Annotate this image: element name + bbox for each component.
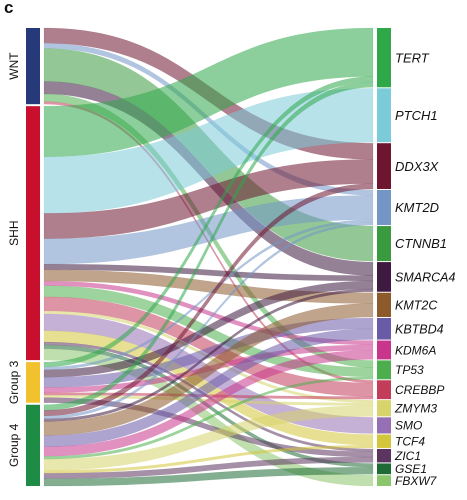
gene-bar-smarca4 (377, 262, 391, 292)
gene-label-kbtbd4: KBTBD4 (395, 322, 444, 336)
gene-bar-ptch1 (377, 88, 391, 143)
gene-label-zmym3: ZMYM3 (394, 402, 437, 416)
group-label-group-3: Group 3 (7, 360, 21, 404)
left-node-shh: SHH (7, 106, 40, 361)
panel-label: c (4, 0, 14, 17)
right-node-kmt2d: KMT2D (377, 190, 439, 226)
flow-group-4-to-kbtbd4 (43, 328, 374, 447)
gene-label-smarca4: SMARCA4 (395, 270, 455, 284)
gene-label-ctnnb1: CTNNB1 (395, 236, 447, 251)
flow-group-3-to-kbtbd4 (43, 317, 374, 388)
flow-group-4-to-gse1 (43, 467, 374, 487)
gene-label-kmt2d: KMT2D (395, 200, 439, 215)
right-node-ddx3x: DDX3X (377, 143, 440, 190)
gene-label-ptch1: PTCH1 (395, 108, 438, 123)
flow-group-4-to-tcf4 (43, 445, 374, 474)
right-node-smo: SMO (377, 417, 422, 434)
flow-group-4-to-tp53 (43, 376, 374, 460)
gene-label-tp53: TP53 (395, 363, 424, 377)
left-bar-group-4 (26, 404, 40, 486)
flow-group-4-to-kmt2d (43, 222, 374, 419)
gene-label-kdm6a: KDM6A (395, 343, 436, 357)
right-node-zmym3: ZMYM3 (377, 400, 437, 417)
gene-bar-fbxw7 (377, 475, 391, 486)
left-bar-group-3 (26, 362, 40, 403)
flow-shh-to-smarca4 (43, 263, 374, 282)
right-node-zic1: ZIC1 (377, 448, 421, 463)
gene-label-gse1: GSE1 (395, 462, 427, 476)
gene-bar-tcf4 (377, 434, 391, 448)
flows-layer (43, 27, 374, 487)
right-node-fbxw7: FBXW7 (377, 474, 438, 488)
right-node-kmt2c: KMT2C (377, 292, 438, 317)
left-nodes: WNT SHH Group 3 Group 4 (7, 28, 40, 486)
flow-group-4-to-ddx3x (43, 183, 374, 417)
gene-label-tcf4: TCF4 (395, 435, 425, 449)
flow-group-4-to-kmt2c (43, 303, 374, 436)
left-node-wnt: WNT (7, 28, 40, 105)
right-node-kbtbd4: KBTBD4 (377, 317, 444, 340)
left-node-group-3: Group 3 (7, 360, 40, 404)
flow-group-4-to-smarca4 (43, 288, 374, 422)
gene-bar-zmym3 (377, 400, 391, 417)
gene-label-zic1: ZIC1 (394, 449, 421, 463)
left-node-group-4: Group 4 (7, 404, 40, 486)
gene-bar-crebbp (377, 380, 391, 400)
flow-group-4-to-zmym3 (43, 405, 374, 471)
right-node-smarca4: SMARCA4 (377, 262, 455, 292)
gene-label-ddx3x: DDX3X (395, 159, 440, 174)
gene-label-fbxw7: FBXW7 (395, 474, 438, 488)
left-bar-shh (26, 106, 40, 361)
right-node-ptch1: PTCH1 (377, 88, 438, 143)
gene-bar-kdm6a (377, 340, 391, 360)
gene-label-kmt2c: KMT2C (395, 298, 438, 312)
gene-bar-ctnnb1 (377, 226, 391, 262)
gene-bar-smo (377, 417, 391, 434)
group-label-group-4: Group 4 (7, 423, 21, 467)
right-nodes: TERT PTCH1 DDX3X KMT2D CTNNB1 SMARCA4 KMT2C KBT… (377, 28, 455, 488)
group-label-shh: SHH (7, 220, 21, 245)
right-node-ctnnb1: CTNNB1 (377, 226, 447, 262)
gene-label-smo: SMO (395, 419, 422, 433)
gene-bar-zic1 (377, 448, 391, 463)
group-label-wnt: WNT (7, 52, 21, 80)
gene-bar-tp53 (377, 360, 391, 380)
gene-bar-ddx3x (377, 143, 391, 190)
gene-bar-tert (377, 28, 391, 88)
right-node-tp53: TP53 (377, 360, 424, 380)
flow-group-4-to-kdm6a (43, 350, 374, 457)
flow-shh-to-crebbp (43, 296, 374, 397)
gene-label-crebbp: CREBBP (395, 383, 444, 397)
right-node-crebbp: CREBBP (377, 380, 444, 400)
right-node-tcf4: TCF4 (377, 434, 425, 449)
flow-group-3-to-tert (43, 76, 374, 368)
right-node-kdm6a: KDM6A (377, 340, 436, 360)
flow-group-4-to-zic1 (43, 456, 374, 479)
gene-bar-kmt2c (377, 292, 391, 317)
left-bar-wnt (26, 28, 40, 105)
right-node-tert: TERT (377, 28, 430, 88)
gene-label-tert: TERT (395, 50, 430, 65)
gene-bar-kmt2d (377, 190, 391, 226)
gene-bar-gse1 (377, 463, 391, 475)
flow-group-4-to-tert (43, 81, 374, 411)
gene-bar-kbtbd4 (377, 317, 391, 340)
right-node-gse1: GSE1 (377, 462, 427, 476)
flow-wnt-to-kmt2d (43, 43, 374, 196)
